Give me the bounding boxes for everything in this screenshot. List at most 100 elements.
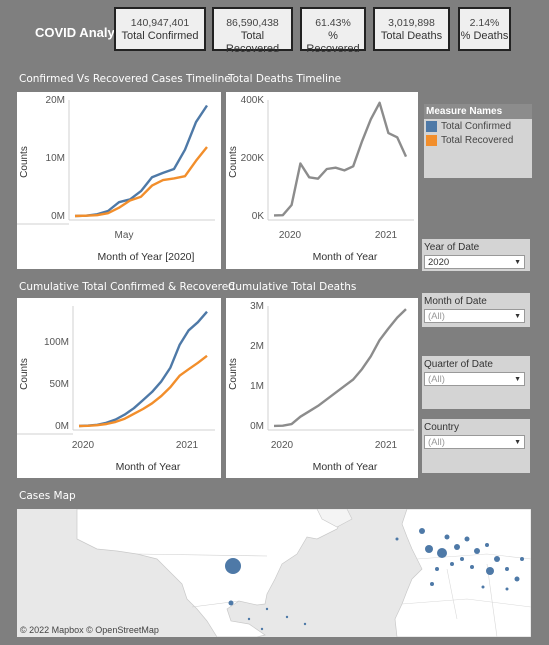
x-tick-label: 2021 — [176, 440, 199, 451]
case-marker[interactable] — [506, 588, 509, 591]
case-marker[interactable] — [505, 567, 509, 571]
chevron-down-icon: ▼ — [514, 259, 521, 266]
case-marker[interactable] — [485, 543, 489, 547]
chevron-down-icon: ▼ — [514, 313, 521, 320]
case-marker[interactable] — [266, 608, 268, 610]
x-tick-label: May — [115, 230, 134, 241]
country-select[interactable]: (All) ▼ — [424, 435, 525, 449]
case-marker[interactable] — [435, 567, 439, 571]
y-tick-label: 2M — [250, 341, 264, 352]
filter-year-of-date: Year of Date 2020 ▼ — [422, 239, 530, 271]
case-marker[interactable] — [419, 528, 425, 534]
legend-swatch-icon — [426, 121, 437, 132]
case-marker[interactable] — [304, 623, 306, 625]
filter-label: Quarter of Date — [422, 356, 530, 372]
case-marker[interactable] — [482, 586, 485, 589]
quarter-of-date-select[interactable]: (All) ▼ — [424, 372, 525, 386]
series-line-total-confirmed[interactable] — [75, 106, 207, 217]
x-axis-label: Month of Year [2020] — [98, 251, 195, 263]
kpi-label: Total Recovered — [214, 30, 291, 56]
y-axis-label: Counts — [228, 358, 239, 390]
chevron-down-icon: ▼ — [514, 439, 521, 446]
select-value: (All) — [428, 437, 445, 448]
case-marker-usa[interactable] — [225, 558, 241, 574]
case-marker[interactable] — [494, 556, 500, 562]
case-marker[interactable] — [425, 545, 433, 553]
series-line-total-deaths[interactable] — [274, 309, 406, 426]
y-tick-label: 0M — [51, 211, 65, 222]
year-of-date-select[interactable]: 2020 ▼ — [424, 255, 525, 269]
y-tick-label: 200K — [241, 153, 265, 164]
case-marker[interactable] — [248, 618, 250, 620]
x-tick-label: 2020 — [279, 230, 302, 241]
select-value: (All) — [428, 311, 445, 322]
case-marker[interactable] — [229, 601, 234, 606]
case-marker[interactable] — [430, 582, 434, 586]
y-tick-label: 0K — [252, 211, 265, 222]
kpi-value: 61.43% — [302, 17, 364, 30]
case-marker[interactable] — [450, 562, 454, 566]
kpi-pct-deaths[interactable]: 2.14% % Deaths — [458, 7, 511, 51]
chart-panel-total-deaths[interactable]: 0K 200K 400K 2020 2021 Month of Year Counts — [226, 92, 418, 269]
map-canvas[interactable] — [17, 509, 531, 637]
kpi-pct-recovered[interactable]: 61.43% % Recovered — [300, 7, 366, 51]
legend-label: Total Confirmed — [441, 121, 511, 132]
series-line-total-recovered[interactable] — [79, 356, 207, 426]
y-tick-label: 100M — [44, 337, 69, 348]
y-axis-label: Counts — [228, 146, 239, 178]
chart-cumulative-deaths[interactable]: 0M 1M 2M 3M 2020 2021 Month of Year Counts — [226, 298, 418, 478]
chart-panel-confirmed-vs-recovered[interactable]: 0M 10M 20M May Month of Year [2020] Counts — [17, 92, 221, 269]
chart-confirmed-vs-recovered[interactable]: 0M 10M 20M May Month of Year [2020] Counts — [17, 92, 221, 269]
chart-panel-cumulative-cr[interactable]: 0M 50M 100M 2020 2021 Month of Year Counts — [17, 298, 221, 478]
filter-label: Year of Date — [422, 239, 530, 255]
kpi-total-deaths[interactable]: 3,019,898 Total Deaths — [373, 7, 450, 51]
case-marker[interactable] — [515, 577, 520, 582]
case-marker[interactable] — [286, 616, 288, 618]
legend-label: Total Recovered — [441, 135, 513, 146]
chart-total-deaths[interactable]: 0K 200K 400K 2020 2021 Month of Year Counts — [226, 92, 418, 269]
kpi-label: % Deaths — [460, 30, 509, 43]
y-tick-label: 20M — [46, 95, 65, 106]
case-marker[interactable] — [474, 548, 480, 554]
y-tick-label: 0M — [55, 421, 69, 432]
series-line-total-recovered[interactable] — [75, 147, 207, 216]
case-marker[interactable] — [460, 557, 464, 561]
y-tick-label: 1M — [250, 381, 264, 392]
case-marker[interactable] — [261, 628, 263, 630]
case-marker[interactable] — [486, 567, 494, 575]
case-marker[interactable] — [396, 538, 399, 541]
legend-item-confirmed[interactable]: Total Confirmed — [424, 119, 532, 133]
series-line-total-deaths[interactable] — [274, 103, 406, 216]
case-marker[interactable] — [465, 537, 470, 542]
month-of-date-select[interactable]: (All) ▼ — [424, 309, 525, 323]
y-tick-label: 10M — [46, 153, 65, 164]
y-axis-label: Counts — [19, 358, 30, 390]
x-tick-label: 2020 — [271, 440, 294, 451]
kpi-value: 3,019,898 — [375, 17, 448, 30]
section-title-cases-map: Cases Map — [19, 490, 76, 502]
section-title-cumulative-deaths: Cumulative Total Deaths — [228, 281, 356, 293]
case-marker[interactable] — [470, 565, 474, 569]
chart-panel-cumulative-deaths[interactable]: 0M 1M 2M 3M 2020 2021 Month of Year Counts — [226, 298, 418, 478]
case-marker[interactable] — [520, 557, 524, 561]
case-marker[interactable] — [445, 535, 450, 540]
case-marker[interactable] — [454, 544, 460, 550]
map-attribution: © 2022 Mapbox © OpenStreetMap — [20, 625, 159, 635]
chart-cumulative-cr[interactable]: 0M 50M 100M 2020 2021 Month of Year Counts — [17, 298, 221, 478]
select-value: (All) — [428, 374, 445, 385]
y-tick-label: 3M — [250, 301, 264, 312]
x-axis-label: Month of Year — [116, 461, 181, 473]
y-tick-label: 400K — [241, 95, 265, 106]
y-axis-label: Counts — [19, 146, 30, 178]
legend-item-recovered[interactable]: Total Recovered — [424, 133, 532, 147]
filter-country: Country (All) ▼ — [422, 419, 530, 473]
cases-map[interactable]: © 2022 Mapbox © OpenStreetMap — [17, 509, 531, 637]
kpi-value: 140,947,401 — [116, 17, 204, 30]
legend-swatch-icon — [426, 135, 437, 146]
case-marker[interactable] — [437, 548, 447, 558]
x-axis-label: Month of Year — [313, 251, 378, 263]
kpi-total-confirmed[interactable]: 140,947,401 Total Confirmed — [114, 7, 206, 51]
kpi-total-recovered[interactable]: 86,590,438 Total Recovered — [212, 7, 293, 51]
section-title-total-deaths: Total Deaths Timeline — [228, 73, 341, 85]
kpi-label: Total Confirmed — [116, 30, 204, 43]
